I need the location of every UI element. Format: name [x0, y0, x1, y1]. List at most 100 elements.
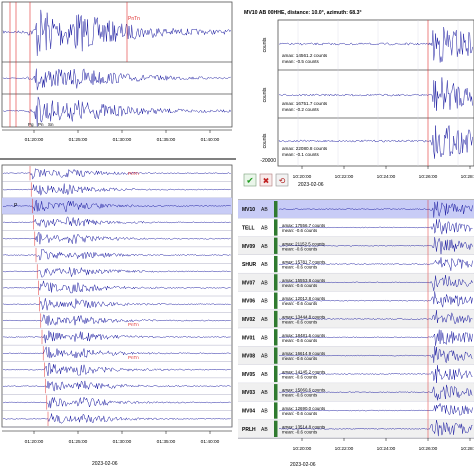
top-left-trace-area[interactable]: PnTn Pg Pn Sn	[1, 1, 233, 128]
top-right-time-axis: 10:20:00 10:22:00 10:24:00 10:26:00 10:28:00	[293, 166, 474, 180]
unit-label: counts	[262, 37, 268, 52]
station-status-bar	[274, 219, 278, 236]
mean-label: mean: -0.6 counts	[282, 228, 318, 233]
station-trace	[2, 362, 231, 376]
mean-label: mean: -0.5 counts	[282, 59, 319, 64]
station-name: MV02	[242, 317, 255, 323]
station-waveform	[278, 201, 473, 218]
station-status-bar	[274, 329, 278, 346]
station-waveform	[278, 219, 473, 235]
reject-button[interactable]: ✖	[259, 173, 273, 187]
amax-label: amax: 18481.6 counts	[282, 333, 326, 338]
station-name: MV07	[242, 280, 255, 286]
time-tick-label: 01:40:00	[201, 137, 220, 143]
phase-label: Sn	[48, 122, 54, 127]
station-row-mv10[interactable]: MV10 AB	[238, 200, 474, 219]
station-waveform	[278, 274, 473, 292]
mean-label: mean: -0.6 counts	[282, 246, 318, 251]
station-trace	[2, 231, 231, 245]
mean-label: mean: -0.6 counts	[282, 393, 318, 398]
station-trace	[2, 346, 231, 359]
network-code: AB	[261, 225, 268, 231]
time-tick-label: 01:40:00	[201, 439, 220, 445]
network-code: AB	[261, 409, 268, 415]
station-waveform	[278, 419, 473, 437]
station-trace	[2, 330, 231, 344]
station-waveform	[278, 257, 473, 271]
station-trace	[2, 248, 231, 261]
station-trace	[2, 280, 231, 294]
station-name: PRLH	[242, 427, 256, 433]
top-right-waveform-panel[interactable]: MV10 AB 00HHE, distance: 10.0°, azimuth:…	[238, 0, 474, 198]
station-status-bar	[274, 402, 278, 419]
selected-row[interactable]	[2, 197, 232, 215]
top-right-unit-labels: counts counts counts	[262, 37, 268, 148]
station-trace	[2, 298, 231, 311]
bottom-right-date: 2023-02-06	[290, 462, 316, 468]
top-left-traces	[2, 9, 231, 127]
station-name: MV08	[242, 354, 255, 360]
top-left-waveform-panel[interactable]: PnTn Pg Pn Sn 01:20:00 01:25:00 01:30:00 01:35…	[0, 0, 236, 163]
amax-label: amax: 13514.8 counts	[282, 424, 326, 429]
close-icon: ✖	[263, 177, 270, 186]
station-waveform	[279, 291, 473, 308]
waveform-trace-2	[2, 68, 231, 91]
network-code: AB	[261, 299, 268, 305]
bottom-left-time-axis: 01:20:00 01:25:00 01:30:00 01:35:00 01:40:00	[2, 430, 232, 445]
check-icon: ✔	[246, 176, 254, 186]
mean-label: mean: -0.6 counts	[282, 411, 318, 416]
station-trace	[3, 168, 231, 181]
station-trace	[2, 380, 231, 392]
phase-label: P	[14, 203, 18, 209]
top-left-picks: PnTn Pg Pn Sn	[9, 2, 140, 127]
waveform-trace-1	[2, 9, 231, 56]
time-tick-label: 10:28:00	[461, 174, 474, 180]
unit-label: counts	[262, 133, 268, 148]
mean-label: mean: -0.6 counts	[282, 338, 318, 343]
mean-label: mean: -0.2 counts	[282, 107, 319, 112]
time-tick-label: 01:30:00	[113, 439, 132, 445]
station-status-bar	[274, 365, 278, 383]
mean-label: mean: -0.6 counts	[282, 320, 318, 325]
station-waveform	[278, 310, 473, 325]
station-status-bar	[274, 274, 278, 291]
top-right-trace-area[interactable]	[277, 19, 474, 167]
station-name: MV09	[242, 244, 255, 250]
station-waveform	[278, 329, 473, 346]
mean-label: mean: -0.6 counts	[282, 356, 318, 361]
bottom-left-trace-area[interactable]: P PnTn PnTn PnTn	[1, 164, 233, 428]
time-tick-label: 01:25:00	[69, 439, 88, 445]
amax-label: amax: 15553.8 counts	[282, 278, 326, 283]
station-trace	[3, 396, 231, 409]
accept-button[interactable]: ✔	[243, 173, 257, 187]
time-tick-label: 01:20:00	[25, 439, 44, 445]
station-trace	[2, 267, 231, 278]
time-tick-label: 10:28:00	[461, 446, 474, 452]
unit-label: counts	[262, 87, 268, 102]
station-waveform	[279, 402, 473, 417]
top-right-date: 2023-02-06	[298, 182, 324, 188]
station-status-bar	[274, 237, 278, 254]
station-name: TELL	[242, 225, 255, 231]
network-code: AB	[261, 262, 268, 268]
station-name: MV10	[242, 207, 255, 213]
reset-button[interactable]: ⟲	[275, 173, 289, 187]
network-code: AB	[261, 390, 268, 396]
station-trace	[2, 216, 231, 228]
amax-label: amax: 22080.8 counts	[282, 146, 328, 151]
